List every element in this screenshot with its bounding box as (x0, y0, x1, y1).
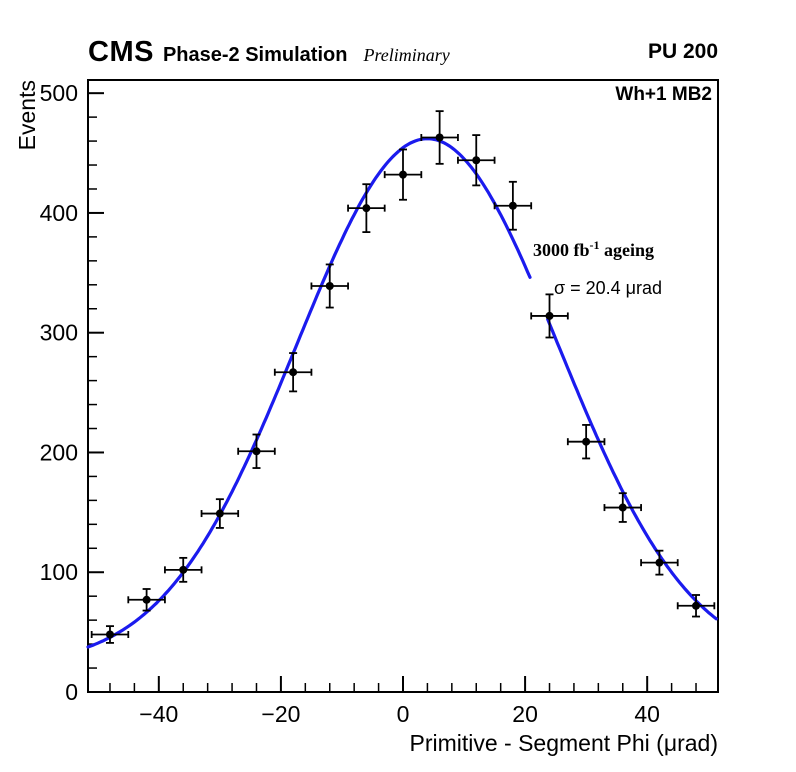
x-tick-label: 20 (512, 701, 538, 727)
data-point-marker (472, 156, 481, 165)
data-point-marker (618, 503, 627, 512)
x-axis-ticks: −40 −20 0 20 40 (109, 676, 697, 727)
ageing-prefix: 3000 fb (533, 240, 590, 260)
ageing-suffix: ageing (599, 240, 655, 260)
data-point-marker (289, 368, 298, 377)
preliminary-label: Preliminary (363, 45, 450, 65)
x-axis-title: Primitive - Segment Phi (μrad) (409, 730, 718, 756)
y-tick-label: 100 (40, 559, 78, 585)
y-axis-title: Events (14, 80, 40, 151)
data-point-marker (508, 201, 517, 210)
x-tick-label: 40 (634, 701, 660, 727)
data-point-marker (142, 595, 151, 604)
data-point-marker (545, 311, 554, 320)
y-tick-label: 300 (40, 320, 78, 346)
simulation-label: Phase-2 Simulation (162, 44, 348, 66)
y-tick-label: 200 (40, 439, 78, 465)
cms-header: CMS Phase-2 Simulation Preliminary (88, 36, 450, 68)
y-axis-ticks: 0 100 200 300 400 500 (40, 80, 104, 705)
cms-label: CMS (88, 36, 154, 68)
data-point-marker (362, 204, 371, 213)
data-point-marker (105, 630, 114, 639)
data-point-marker (582, 437, 591, 446)
pileup-label: PU 200 (647, 40, 718, 63)
data-point-marker (215, 509, 224, 518)
data-point-marker (179, 565, 188, 574)
data-point-marker (435, 133, 444, 142)
data-point-marker (692, 601, 701, 610)
y-tick-label: 500 (40, 80, 78, 106)
fit-curve (86, 137, 718, 649)
ageing-exponent: -1 (589, 238, 600, 252)
ageing-annotation: 3000 fb-1 ageing (533, 238, 654, 261)
y-tick-label: 400 (40, 200, 78, 226)
x-tick-label: −40 (139, 701, 178, 727)
y-tick-label: 0 (65, 679, 78, 705)
data-point-marker (399, 170, 407, 179)
data-point-marker (252, 447, 261, 456)
wheel-station-label: Wh+1 MB2 (615, 84, 712, 105)
sigma-annotation: σ = 20.4 μrad (554, 278, 663, 298)
data-point-marker (655, 558, 664, 567)
data-point-marker (325, 281, 334, 290)
x-tick-label: 0 (397, 701, 410, 727)
x-tick-label: −20 (261, 701, 300, 727)
data-points (90, 110, 716, 644)
